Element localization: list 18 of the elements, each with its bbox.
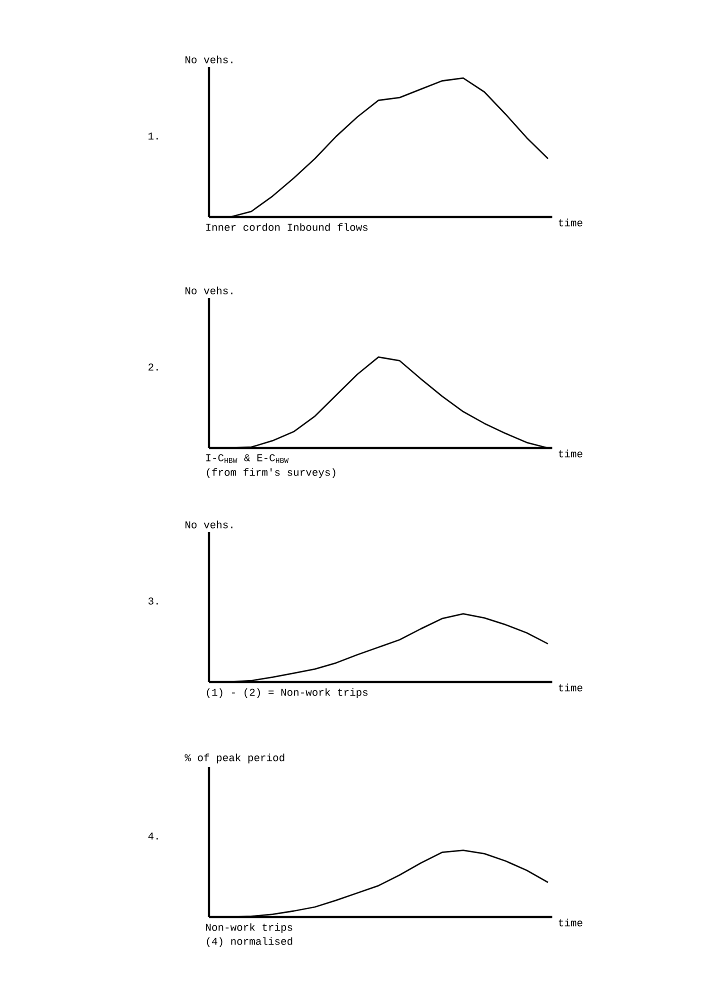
chart-title: 2.	[148, 364, 158, 371]
text: (from firm's surveys)	[206, 468, 336, 478]
y-axis-title: No vehs.	[186, 520, 232, 528]
x-axis-title: time	[558, 684, 582, 692]
text: Non-work trips	[206, 923, 292, 933]
chart-title: 4.	[148, 832, 158, 840]
text: 1.	[148, 132, 158, 140]
text: (4) normalised	[206, 937, 292, 947]
y-axis-title: No vehs.	[186, 56, 232, 64]
text: I-C$_{HBW}$ & E-C$_{HBW}$	[206, 454, 289, 463]
text: (1) - (2) = Non-work trips	[206, 688, 368, 698]
y-axis-title: % of peak period	[184, 754, 284, 764]
x-axis-title: time	[558, 450, 582, 458]
text: Inner cordon Inbound flows	[206, 223, 368, 231]
x-axis-title: time	[558, 218, 582, 226]
chart-title: 3.	[148, 597, 158, 605]
x-axis-title: time	[558, 918, 582, 926]
y-axis-title: No vehs.	[186, 286, 232, 294]
